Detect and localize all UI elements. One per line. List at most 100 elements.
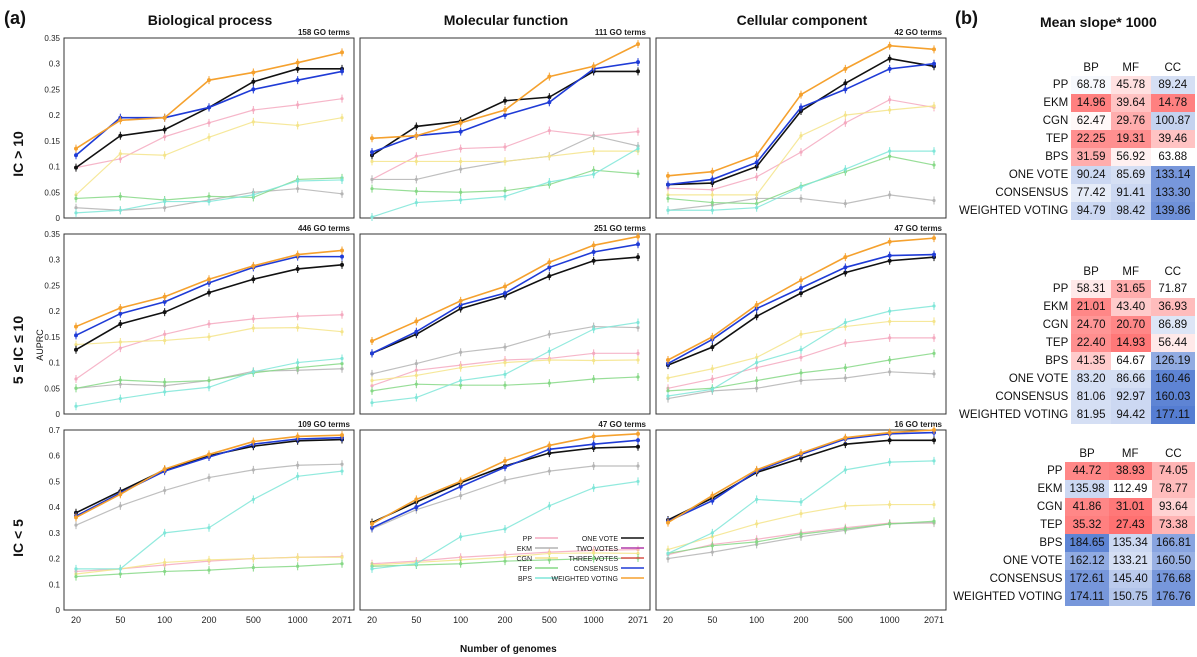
table-cell: 81.06 [1071,388,1111,406]
data-point [340,469,344,473]
table-row: PP 44.72 38.93 74.05 [949,462,1195,480]
data-point [843,341,847,345]
row-label: CONSENSUS [989,573,1063,585]
data-point [370,567,374,571]
data-point [74,515,78,520]
row-label: CGN [1042,115,1069,127]
data-point [636,351,640,355]
data-point [592,377,596,381]
data-point [340,462,344,466]
data-point [754,467,759,472]
data-point [932,459,936,463]
plot-frame [63,233,355,415]
data-point [755,522,759,526]
data-point [118,396,122,401]
table-cell: 160.50 [1151,552,1195,570]
data-point [118,157,122,161]
data-point [459,159,463,164]
table-cell: 19.31 [1110,130,1151,148]
data-point [503,284,507,289]
data-point [340,262,344,267]
data-point [636,358,640,362]
data-point [547,469,551,473]
table-cell: 162.12 [1065,552,1109,570]
data-point [888,149,892,153]
slope-table-title: Mean slope* 1000 [1040,14,1157,30]
table-cell: 39.46 [1150,130,1195,148]
table-column-header: CC [1164,266,1182,278]
data-point [843,442,848,447]
data-point [207,475,211,480]
go-terms-annotation: 111 GO terms [595,28,647,37]
table-row: CGN 41.86 31.01 93.64 [949,498,1195,516]
go-terms-annotation: 446 GO terms [298,224,351,233]
data-point [887,258,892,263]
table-cell: 160.46 [1150,370,1195,388]
row-label: ONE VOTE [1008,373,1069,385]
table-cell: 44.72 [1065,462,1109,480]
row-label: CGN [1042,319,1069,331]
data-point [370,372,374,376]
table-cell: 172.61 [1065,570,1109,588]
data-point [503,478,507,482]
data-point [710,193,714,197]
data-point [755,378,759,383]
data-point [162,299,167,304]
data-point [118,194,122,198]
data-point [370,187,374,191]
table-row: CGN 24.70 20.70 86.89 [955,316,1195,334]
data-point [888,193,892,197]
y-tick-label: 0.35 [44,230,60,239]
table-cell: 35.32 [1065,516,1109,534]
data-point [799,196,803,201]
data-point [503,108,507,112]
data-point [547,349,551,353]
row-label: BPS [1045,355,1069,367]
plot-frame [655,37,947,219]
data-point [296,564,300,568]
data-point [932,372,936,376]
data-point [710,188,714,192]
table-cell: 68.78 [1071,76,1111,94]
data-point [754,164,759,169]
data-point [163,560,167,565]
data-point [207,135,211,139]
data-point [207,526,211,530]
data-point [843,366,847,370]
data-point [888,319,892,324]
data-point [666,551,670,556]
data-point [459,146,463,151]
table-cell: 176.76 [1151,588,1195,606]
line-chart-grid: 0 0.05 0.1 0.15 0.2 0.25 0.3 0.35 158 GO terms 11… [44,28,947,625]
data-point [251,120,255,124]
data-point [547,260,552,265]
data-point [251,108,255,112]
slope-table: BP MF CC PP 68.78 45.78 89.24 EKM 14.96 39.64 14.7… [955,60,1195,220]
data-point [118,306,123,311]
legend-label: ONE VOTE [582,536,619,543]
legend-label: PP [523,536,533,543]
data-point [843,324,847,329]
data-point [74,196,78,201]
table-row: BPS 41.35 64.67 126.19 [955,352,1195,370]
series-line-consensus [667,62,935,186]
data-point [888,309,892,313]
table-cell: 31.59 [1071,148,1111,166]
data-point [843,255,848,260]
data-point [932,351,936,355]
data-point [295,78,300,83]
data-point [592,149,596,153]
data-point [370,401,374,405]
x-tick-label: 100 [749,615,764,625]
data-point [296,314,300,318]
table-column-header: CC [1164,62,1182,74]
data-point [592,486,596,490]
data-point [591,64,596,69]
data-point [932,336,936,340]
data-point [755,360,759,365]
table-cell: 184.65 [1065,534,1109,552]
data-point [547,443,552,448]
table-cell: 73.38 [1151,516,1195,534]
data-point [887,430,892,435]
data-point [710,334,715,339]
